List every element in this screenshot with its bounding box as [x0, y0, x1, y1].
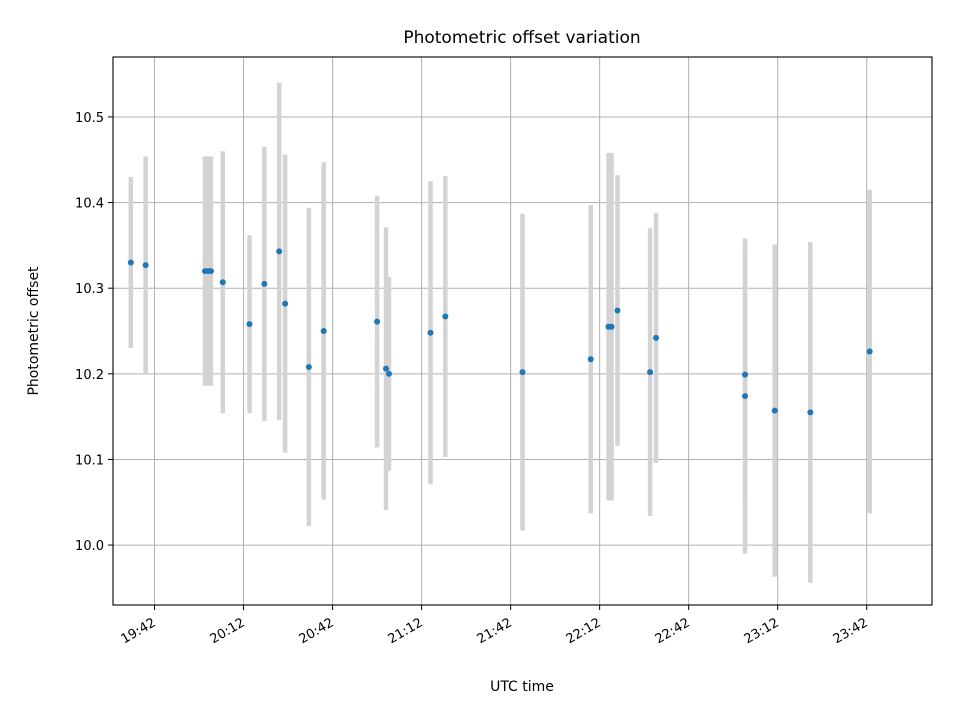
data-point	[742, 371, 749, 378]
y-tick-label: 10.1	[75, 453, 104, 468]
data-point	[653, 334, 660, 341]
data-point	[142, 262, 149, 269]
data-point	[427, 329, 434, 336]
data-point	[866, 348, 873, 355]
plot-frame	[112, 56, 933, 606]
data-point	[374, 318, 381, 325]
y-axis-title: Photometric offset	[26, 266, 42, 396]
data-point	[246, 321, 253, 328]
chart-title: Photometric offset variation	[403, 28, 640, 48]
y-tick-label: 10.3	[75, 282, 104, 297]
data-point	[282, 300, 289, 307]
y-tick-label: 10.5	[75, 111, 104, 126]
data-point	[608, 323, 615, 330]
data-point	[442, 313, 449, 320]
data-point	[647, 369, 654, 376]
data-point	[742, 393, 749, 400]
data-point	[305, 363, 312, 370]
y-tick-label: 10.4	[75, 197, 104, 212]
data-point	[219, 279, 226, 286]
data-point	[320, 328, 327, 334]
x-axis-title: UTC time	[490, 679, 554, 695]
data-point	[771, 407, 778, 414]
data-point	[519, 369, 526, 376]
data-point	[261, 280, 268, 287]
data-point	[614, 307, 621, 314]
data-points	[127, 248, 873, 416]
data-point	[385, 370, 392, 377]
data-point	[807, 409, 814, 416]
data-point	[383, 365, 389, 372]
data-point	[207, 268, 214, 275]
y-tick-label: 10.0	[75, 539, 104, 554]
y-tick-label: 10.2	[75, 368, 104, 383]
data-point	[127, 259, 134, 266]
data-point	[587, 356, 594, 363]
data-point	[276, 248, 283, 255]
